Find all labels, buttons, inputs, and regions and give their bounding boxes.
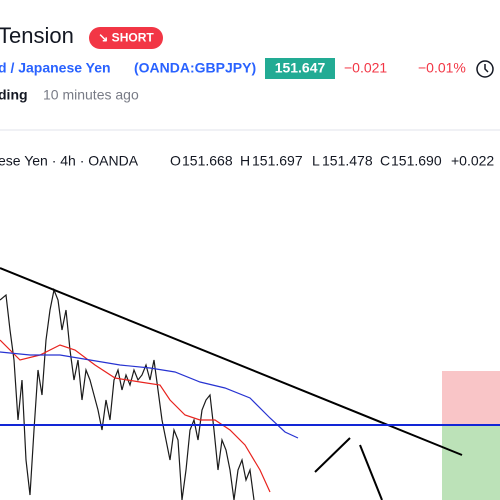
legend-symbol: ese Yen · 4h · OANDA	[0, 153, 139, 169]
target-zone	[442, 425, 500, 500]
price-badge	[265, 58, 335, 79]
trend-line	[0, 267, 463, 456]
high: 151.697	[252, 153, 303, 169]
change-percent: −0.01%	[418, 60, 466, 76]
price-series	[0, 287, 255, 500]
short-badge	[89, 27, 163, 49]
fast-ma	[0, 339, 271, 493]
projection-down	[359, 444, 383, 500]
open-label: O	[170, 153, 181, 169]
legend-change: +0.022	[451, 153, 494, 169]
projection-up	[314, 437, 351, 473]
symbol-name[interactable]: d / Japanese Yen	[0, 60, 111, 76]
stop-zone	[442, 371, 500, 425]
slow-ma	[0, 351, 299, 439]
price: 151.647	[275, 60, 326, 76]
ohlc: O 151.668 H 151.697 L 151.478 C 151.690 …	[170, 153, 494, 169]
close-label: C	[380, 153, 390, 169]
idea-title: Tension	[0, 23, 74, 48]
time: 10 minutes ago	[43, 87, 139, 103]
close: 151.690	[391, 153, 442, 169]
clock-icon[interactable]	[476, 60, 494, 78]
chart-area	[0, 267, 500, 500]
change: −0.021	[344, 60, 387, 76]
author[interactable]: ding	[0, 87, 28, 103]
high-label: H	[240, 153, 250, 169]
badge-label: ↘ SHORT	[98, 31, 154, 45]
low: 151.478	[322, 153, 373, 169]
open: 151.668	[182, 153, 233, 169]
symbol-code[interactable]: (OANDA:GBPJPY)	[134, 60, 256, 76]
low-label: L	[312, 153, 320, 169]
